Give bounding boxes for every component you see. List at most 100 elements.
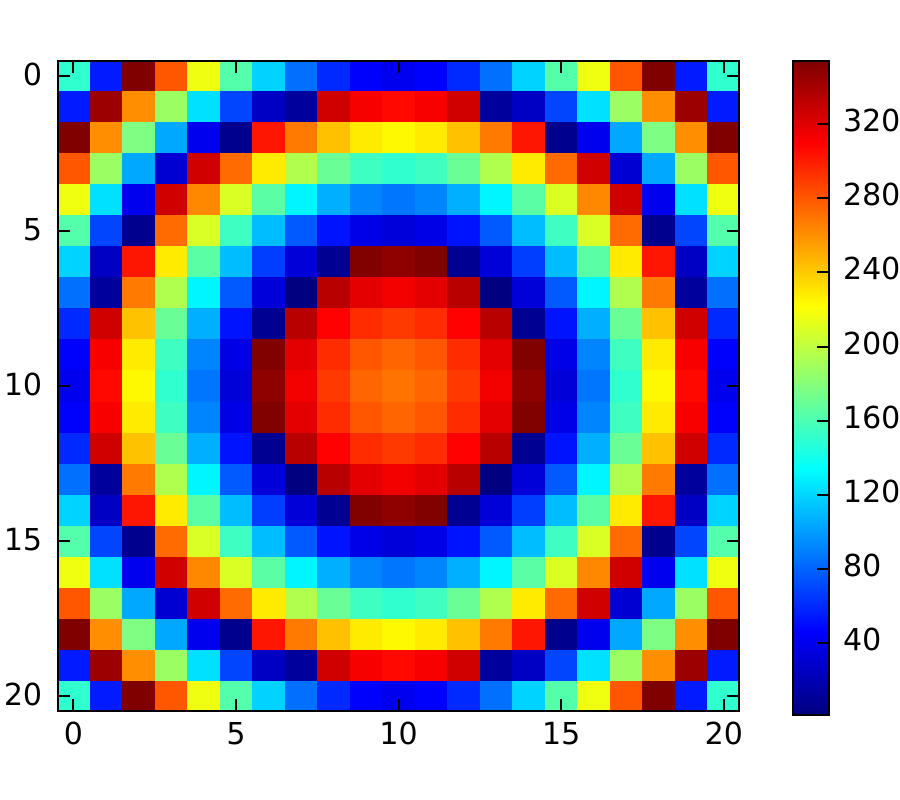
heatmap-cell: [447, 60, 480, 92]
heatmap-cell: [707, 153, 740, 185]
heatmap-cell: [382, 184, 415, 216]
heatmap-cell: [414, 463, 448, 495]
heatmap-cell: [642, 463, 675, 495]
heatmap-cell: [89, 618, 123, 650]
heatmap-cell: [577, 215, 610, 247]
heatmap-cell: [577, 122, 610, 154]
heatmap-cell: [642, 277, 675, 309]
heatmap-cell: [544, 401, 578, 433]
heatmap-cell: [414, 91, 448, 123]
heatmap-cell: [414, 432, 448, 464]
heatmap-cell: [382, 463, 415, 495]
heatmap-cell: [414, 680, 448, 712]
heatmap-cell: [154, 525, 188, 557]
heatmap-cell: [89, 525, 123, 557]
heatmap-cell: [219, 370, 253, 402]
heatmap-cell: [349, 401, 383, 433]
heatmap-cell: [349, 184, 383, 216]
heatmap-cell: [57, 680, 90, 712]
heatmap-cell: [252, 432, 285, 464]
x-axis-tick-label: 15: [542, 717, 581, 752]
heatmap-cell: [219, 246, 253, 278]
heatmap-cell: [447, 432, 480, 464]
heatmap-cell: [89, 432, 123, 464]
heatmap-cell: [544, 246, 578, 278]
heatmap-cell: [219, 153, 253, 185]
heatmap-cell: [577, 60, 610, 92]
heatmap-cell: [57, 618, 90, 650]
colorbar-tick-label: 240: [843, 252, 900, 288]
heatmap-cell: [122, 246, 155, 278]
heatmap-cell: [447, 649, 480, 681]
heatmap-cell: [317, 494, 350, 526]
heatmap-cell: [154, 370, 188, 402]
heatmap-cell: [154, 401, 188, 433]
heatmap-cell: [414, 494, 448, 526]
heatmap-cell: [479, 184, 513, 216]
heatmap-cell: [577, 184, 610, 216]
heatmap-cell: [317, 556, 350, 588]
heatmap-cell: [154, 494, 188, 526]
heatmap-cell: [577, 91, 610, 123]
heatmap-cell: [382, 277, 415, 309]
heatmap-cell: [89, 587, 123, 619]
heatmap-cell: [609, 277, 643, 309]
heatmap-cell: [187, 215, 220, 247]
heatmap-cell: [447, 91, 480, 123]
heatmap-cell: [609, 246, 643, 278]
heatmap-cell: [479, 308, 513, 340]
heatmap-cell: [447, 587, 480, 619]
x-axis-tick-label: 10: [379, 717, 418, 752]
heatmap-cell: [89, 556, 123, 588]
heatmap-cell: [577, 649, 610, 681]
heatmap-cell: [317, 246, 350, 278]
heatmap-cell: [642, 556, 675, 588]
heatmap-cell: [544, 91, 578, 123]
heatmap-cell: [544, 587, 578, 619]
heatmap-cell: [284, 525, 318, 557]
heatmap-cell: [447, 463, 480, 495]
heatmap-cell: [609, 587, 643, 619]
heatmap-cell: [382, 246, 415, 278]
heatmap-cell: [447, 401, 480, 433]
heatmap-cell: [544, 556, 578, 588]
heatmap-cell: [252, 463, 285, 495]
heatmap-cell: [89, 494, 123, 526]
heatmap-cell: [349, 494, 383, 526]
heatmap-cell: [57, 122, 90, 154]
heatmap-cell: [642, 308, 675, 340]
heatmap-cell: [252, 91, 285, 123]
heatmap-cell: [609, 618, 643, 650]
heatmap-cell: [219, 680, 253, 712]
heatmap-cell: [414, 122, 448, 154]
colorbar-tick-label: 320: [843, 104, 900, 140]
heatmap-cell: [642, 60, 675, 92]
heatmap-cell: [479, 60, 513, 92]
heatmap-cell: [252, 370, 285, 402]
heatmap-cell: [414, 308, 448, 340]
heatmap-cell: [349, 587, 383, 619]
heatmap-cell: [447, 370, 480, 402]
heatmap-cell: [122, 370, 155, 402]
colorbar-tick-label: 280: [843, 178, 900, 214]
heatmap-cell: [382, 494, 415, 526]
heatmap-cell: [577, 401, 610, 433]
heatmap-cell: [57, 153, 90, 185]
heatmap-cell: [284, 463, 318, 495]
heatmap-cell: [707, 680, 740, 712]
heatmap-cell: [57, 370, 90, 402]
heatmap-cell: [349, 525, 383, 557]
heatmap-cell: [577, 308, 610, 340]
y-axis-tick-label: 20: [3, 678, 42, 714]
heatmap-cell: [57, 339, 90, 371]
heatmap-cell: [479, 277, 513, 309]
heatmap-cell: [317, 432, 350, 464]
heatmap-cell: [512, 153, 545, 185]
heatmap-cell: [252, 587, 285, 619]
heatmap-cell: [609, 91, 643, 123]
heatmap-cell: [544, 122, 578, 154]
y-axis-tick-label: 0: [22, 57, 42, 93]
heatmap-cell: [219, 525, 253, 557]
heatmap-cell: [447, 122, 480, 154]
heatmap-cell: [479, 494, 513, 526]
